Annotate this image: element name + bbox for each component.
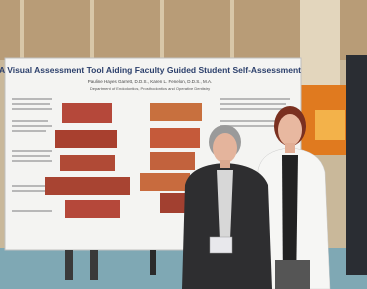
booth-graphic xyxy=(315,110,345,140)
visitor-leg xyxy=(65,250,73,280)
pillar xyxy=(20,0,24,60)
poster-authors: Pauline Hayes Garrett, D.D.S., Karen L. … xyxy=(88,79,213,84)
poster-department: Department of Endodontics, Prosthodontic… xyxy=(90,86,210,91)
pillar xyxy=(160,0,164,60)
pillar xyxy=(230,0,234,60)
poster-title: A Visual Assessment Tool Aiding Faculty … xyxy=(0,65,301,75)
page: A Visual Assessment Tool Aiding Faculty … xyxy=(0,0,367,289)
photo: A Visual Assessment Tool Aiding Faculty … xyxy=(0,0,367,289)
pillar xyxy=(90,0,94,60)
wall-panel xyxy=(300,0,340,85)
visitor-leg xyxy=(150,250,156,275)
visitor-leg xyxy=(90,250,98,280)
booth-panel xyxy=(346,55,367,275)
